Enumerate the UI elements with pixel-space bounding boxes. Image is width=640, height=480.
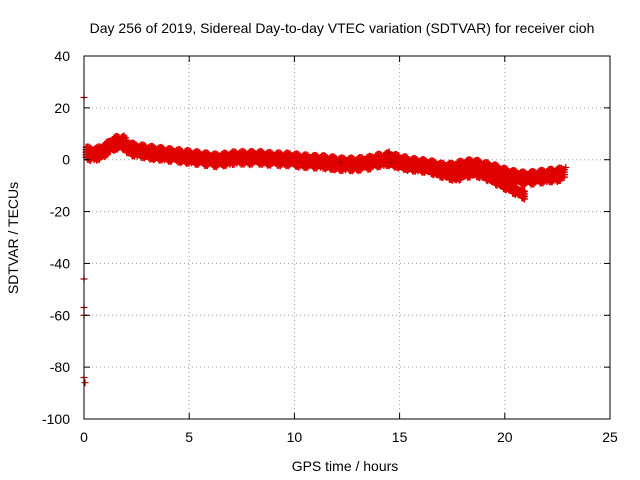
- x-tick-label: 10: [287, 429, 303, 445]
- outlier-point: [81, 379, 89, 387]
- x-tick-label: 20: [497, 429, 513, 445]
- y-tick-label: -60: [50, 307, 70, 323]
- x-tick-label: 5: [185, 429, 193, 445]
- x-tick-label: 15: [392, 429, 408, 445]
- x-axis-label: GPS time / hours: [292, 458, 399, 474]
- data-marks: [80, 93, 570, 387]
- chart-title: Day 256 of 2019, Sidereal Day-to-day VTE…: [90, 20, 595, 36]
- outlier-point: [562, 163, 570, 171]
- y-tick-label: -80: [50, 359, 70, 375]
- tick-labels: 0 5 10 15 20 25 40 20 0 -20 -40 -60 -80 -100: [42, 48, 618, 445]
- data-point: [560, 173, 568, 181]
- y-tick-label: -40: [50, 255, 70, 271]
- outlier-point: [387, 158, 395, 166]
- y-tick-label: 40: [54, 48, 70, 64]
- x-tick-label: 25: [602, 429, 618, 445]
- y-axis-label: SDTVAR / TECUs: [5, 182, 21, 294]
- y-tick-label: -100: [42, 411, 70, 427]
- y-tick-label: 20: [54, 100, 70, 116]
- grid-lines: [84, 56, 610, 419]
- plot-frame: [83, 55, 611, 420]
- x-tick-label: 0: [80, 429, 88, 445]
- data-point: [521, 195, 529, 203]
- data-point: [102, 151, 110, 159]
- y-tick-label: -20: [50, 204, 70, 220]
- outlier-point: [385, 148, 393, 156]
- y-tick-label: 0: [62, 152, 70, 168]
- axis-ticks: [83, 55, 611, 420]
- outlier-point: [337, 158, 345, 166]
